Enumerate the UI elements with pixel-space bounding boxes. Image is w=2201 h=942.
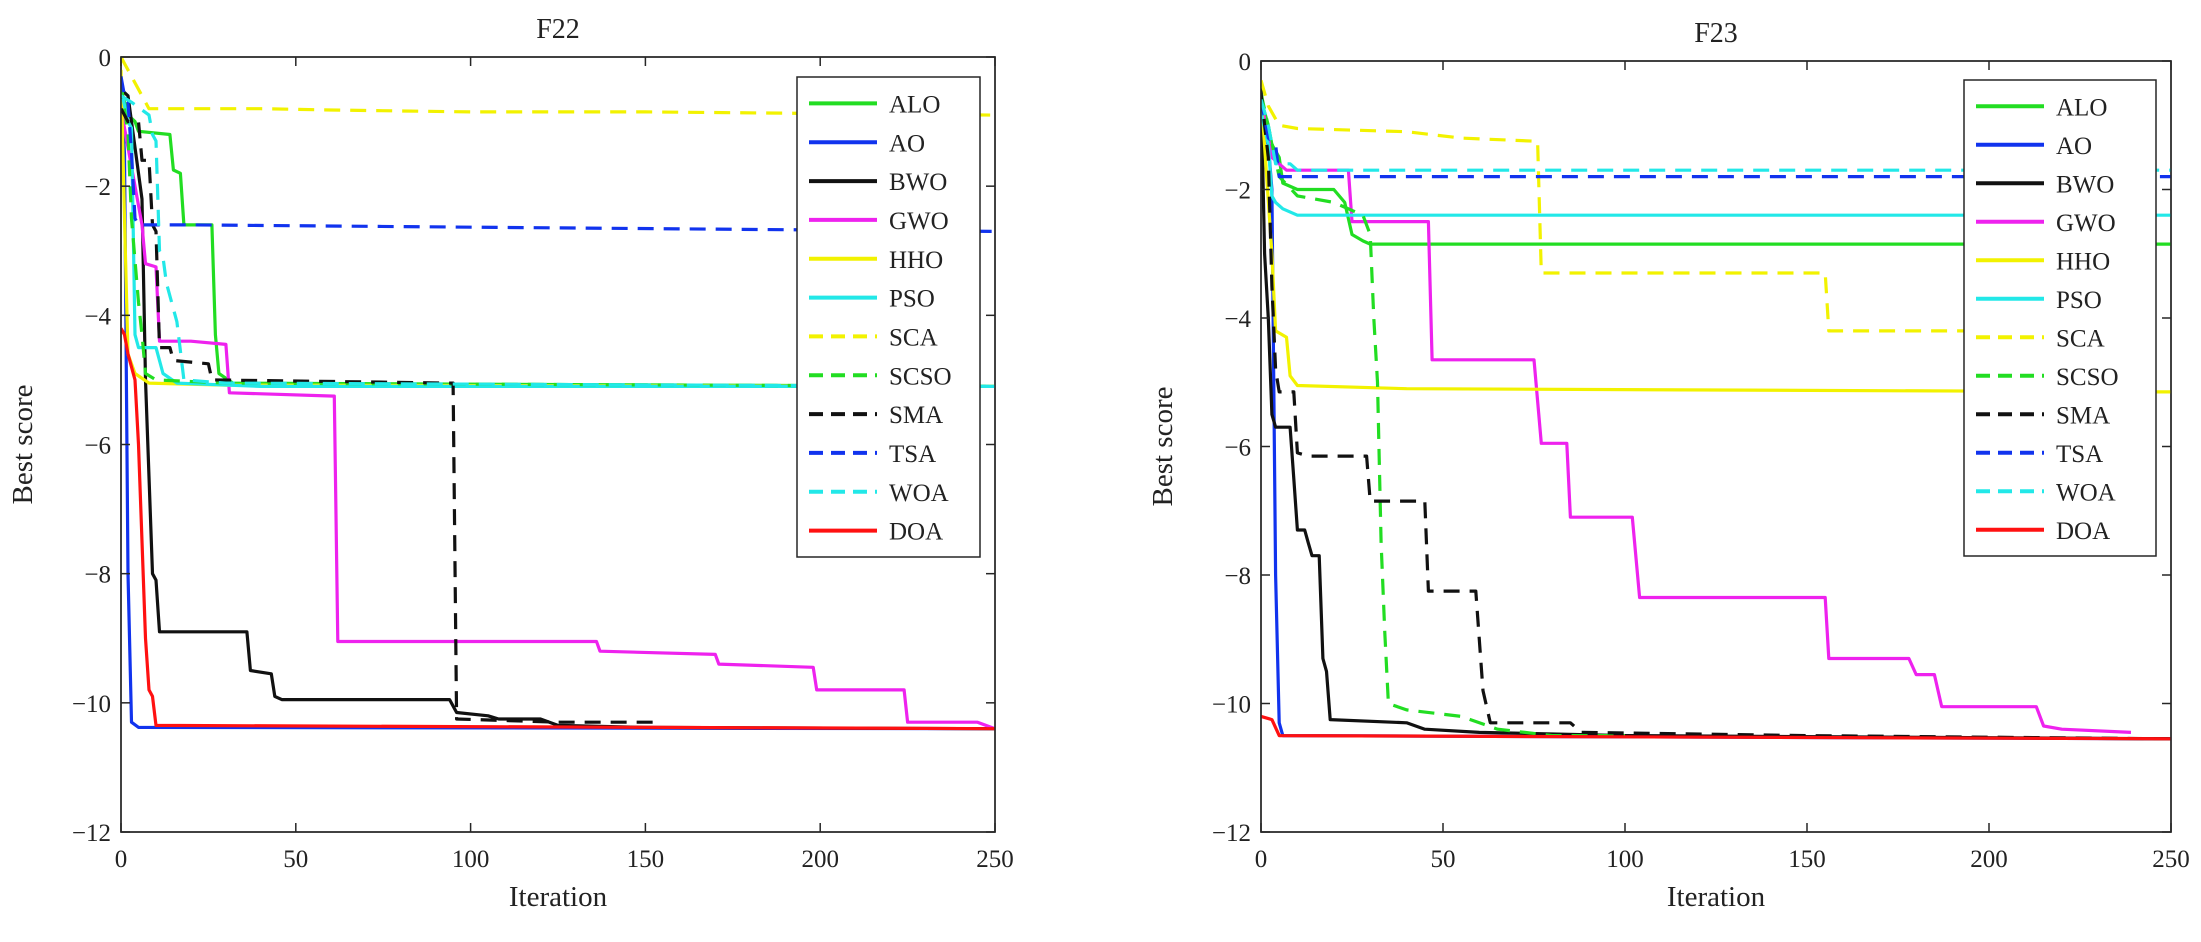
x-tick-label: 0 (115, 846, 128, 873)
legend-label-tsa: TSA (2056, 441, 2103, 468)
series-line-pso (1261, 112, 2171, 217)
legend-label-sca: SCA (2056, 325, 2105, 352)
chart-title: F23 (1694, 18, 1738, 49)
x-tick-label: 50 (283, 846, 308, 873)
y-tick-label: −6 (1224, 435, 1251, 462)
y-tick-label: −6 (84, 433, 111, 460)
series-line-doa (121, 327, 995, 731)
legend-label-hho: HHO (889, 247, 943, 274)
legend-label-pso: PSO (2056, 287, 2102, 314)
legend-label-gwo: GWO (2056, 210, 2116, 237)
series-line-gwo (1261, 99, 2132, 734)
x-tick-label: 250 (2152, 846, 2190, 873)
series-line-woa (121, 94, 995, 388)
legend-label-sma: SMA (889, 402, 943, 429)
legend-label-bwo: BWO (889, 169, 947, 196)
series-line-scso (1261, 92, 1625, 738)
series-line-alo (121, 88, 995, 388)
y-tick-label: −2 (1224, 178, 1251, 205)
series-line-bwo (1261, 86, 2171, 741)
chart-title: F22 (536, 14, 580, 45)
legend-label-woa: WOA (889, 480, 949, 507)
legend-label-alo: ALO (2056, 94, 2107, 121)
y-tick-label: −8 (1224, 563, 1251, 590)
chart-f22: 0 50 100 150 200 250 0 −2 −4 −6 −8 −10 −12 F22 Iterati… (7, 14, 1014, 913)
y-tick-label: −12 (72, 820, 111, 847)
x-tick-label: 200 (1970, 846, 2008, 873)
legend-label-sca: SCA (889, 324, 938, 351)
legend-label-doa: DOA (2056, 518, 2110, 545)
legend-label-alo: ALO (889, 91, 940, 118)
y-tick-label: 0 (99, 45, 112, 72)
x-tick-label: 100 (1606, 846, 1644, 873)
series-group (1261, 79, 2171, 741)
series-line-hho (1261, 92, 2171, 394)
series-line-sma (1261, 92, 2171, 741)
x-tick-label: 100 (452, 846, 490, 873)
legend-label-sma: SMA (2056, 402, 2110, 429)
x-axis-label: Iteration (1667, 881, 1766, 913)
series-line-sca (1261, 79, 2146, 333)
y-tick-label: −4 (84, 303, 111, 330)
series-line-sma (121, 107, 660, 724)
x-tick-label: 0 (1255, 846, 1268, 873)
legend-box (1963, 79, 2157, 557)
x-tick-label: 150 (1788, 846, 1826, 873)
x-tick-label: 50 (1431, 846, 1456, 873)
y-tick-label: −2 (84, 174, 111, 201)
y-axis-label: Best score (7, 385, 39, 505)
series-line-woa (1261, 99, 2171, 172)
x-axis-label: Iteration (509, 881, 608, 913)
y-tick-label: −8 (84, 562, 111, 589)
y-tick-label: −10 (1212, 692, 1251, 719)
series-group (121, 57, 995, 731)
legend-label-ao: AO (889, 130, 925, 157)
legend-label-hho: HHO (2056, 248, 2110, 275)
y-tick-label: −12 (1212, 820, 1251, 847)
series-line-bwo (121, 88, 995, 731)
x-tick-label: 200 (801, 846, 839, 873)
series-line-tsa (1261, 99, 2171, 179)
y-axis-label: Best score (1147, 387, 1179, 507)
legend-label-pso: PSO (889, 286, 935, 313)
legend: ALO AO BWO GWO HHO PSO SCA SCSO SMA TSA WOA DOA (1963, 79, 2157, 557)
legend-label-tsa: TSA (889, 441, 936, 468)
legend-label-doa: DOA (889, 519, 943, 546)
y-tick-label: −4 (1224, 306, 1251, 333)
series-line-tsa (121, 76, 995, 233)
x-tick-label: 150 (627, 846, 665, 873)
chart-f23: 0 50 100 150 200 250 0 −2 −4 −6 −8 −10 −12 F23 Iterati… (1147, 18, 2190, 913)
legend-label-scso: SCSO (2056, 364, 2119, 391)
x-tick-label: 250 (976, 846, 1014, 873)
legend-label-woa: WOA (2056, 479, 2116, 506)
legend: ALO AO BWO GWO HHO PSO SCA SCSO SMA TSA WOA DOA (796, 76, 981, 558)
legend-label-ao: AO (2056, 133, 2092, 160)
legend-box (796, 76, 981, 558)
legend-label-gwo: GWO (889, 208, 949, 235)
legend-label-scso: SCSO (889, 363, 952, 390)
series-line-doa (1261, 714, 2171, 741)
series-line-pso (121, 88, 995, 388)
y-tick-label: −10 (72, 691, 111, 718)
series-line-sca (121, 57, 995, 117)
y-tick-label: 0 (1239, 49, 1252, 76)
legend-label-bwo: BWO (2056, 171, 2114, 198)
